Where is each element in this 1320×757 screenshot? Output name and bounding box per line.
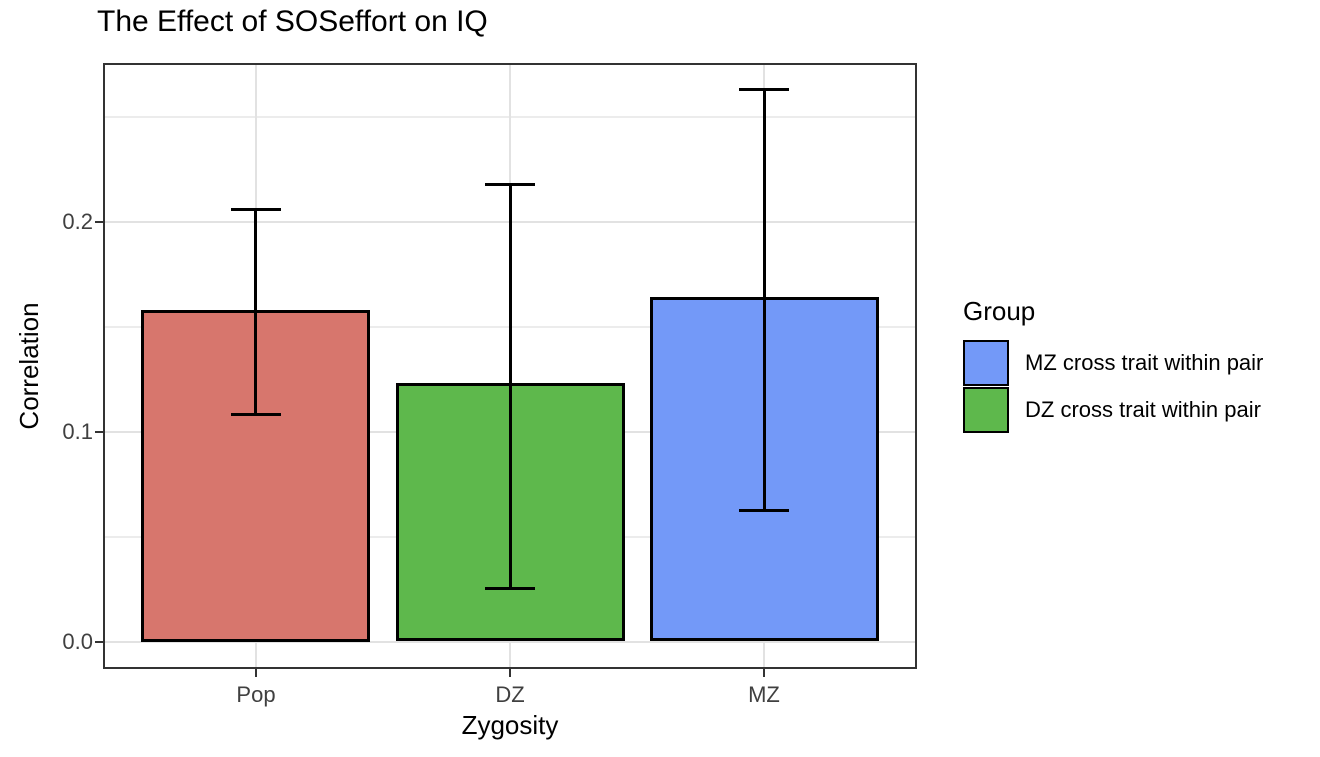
x-axis-title: Zygosity [461, 710, 559, 740]
legend-swatch [963, 387, 1009, 433]
y-axis-tick [95, 641, 103, 643]
x-tick-label: DZ [495, 682, 525, 707]
y-axis-tick [95, 431, 103, 433]
legend: Group MZ cross trait within pair DZ cross… [963, 295, 1263, 434]
x-axis-tick [763, 669, 765, 677]
y-tick-label: 0.0 [62, 629, 93, 654]
y-tick-label: 0.2 [62, 209, 93, 234]
legend-entry-label: DZ cross trait within pair [1025, 397, 1261, 422]
legend-entry: MZ cross trait within pair [963, 340, 1263, 386]
legend-title: Group [963, 296, 1036, 326]
x-axis-tick [509, 669, 511, 677]
y-axis-tick [95, 221, 103, 223]
errorbar-pop-cap-bottom [231, 413, 281, 416]
errorbar-mz-cap-bottom [739, 509, 789, 512]
x-axis-tick [255, 669, 257, 677]
errorbar-dz-stem [509, 184, 512, 589]
y-tick-label: 0.1 [62, 419, 93, 444]
errorbar-pop-cap-top [231, 208, 281, 211]
x-tick-label: Pop [236, 682, 276, 707]
errorbar-mz-cap-top [739, 88, 789, 91]
chart-title: The Effect of SOSeffort on IQ [97, 5, 488, 38]
errorbar-dz-cap-top [485, 183, 535, 186]
errorbar-mz-stem [763, 89, 766, 511]
plot-panel [103, 63, 917, 669]
legend-entries: MZ cross trait within pair DZ cross trait… [963, 340, 1263, 433]
legend-swatch [963, 340, 1009, 386]
legend-entry-label: MZ cross trait within pair [1025, 350, 1264, 375]
legend-entry: DZ cross trait within pair [963, 387, 1263, 433]
errorbar-dz-cap-bottom [485, 587, 535, 590]
y-axis-title: Correlation [14, 302, 44, 430]
x-tick-label: MZ [748, 682, 780, 707]
errorbar-pop-stem [254, 209, 257, 415]
